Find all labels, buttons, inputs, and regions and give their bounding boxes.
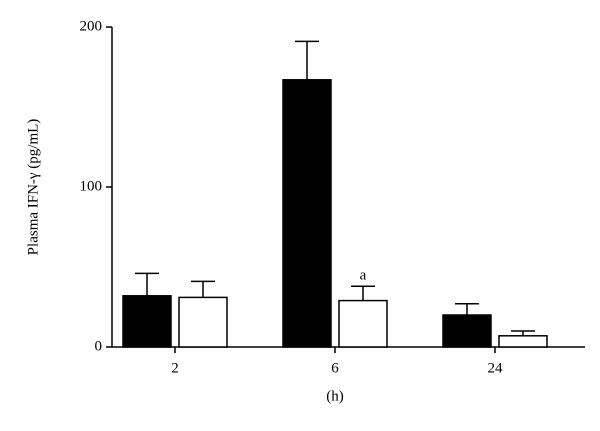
x-tick-label: 2 bbox=[171, 360, 179, 376]
x-tick-label: 24 bbox=[488, 360, 504, 376]
bar bbox=[282, 79, 332, 348]
bar bbox=[498, 335, 548, 348]
x-axis-label: (h) bbox=[326, 388, 344, 404]
y-tick-label: 0 bbox=[95, 338, 103, 354]
x-tick-label: 6 bbox=[331, 360, 339, 376]
y-tick-label: 100 bbox=[80, 178, 103, 194]
y-axis-label: Plasma IFN-γ (pg/mL) bbox=[25, 119, 41, 256]
bar bbox=[338, 299, 388, 348]
bar bbox=[178, 296, 228, 348]
annotation: a bbox=[360, 268, 367, 284]
y-tick-label: 200 bbox=[80, 18, 103, 34]
bar bbox=[122, 295, 172, 348]
bar bbox=[442, 314, 492, 348]
